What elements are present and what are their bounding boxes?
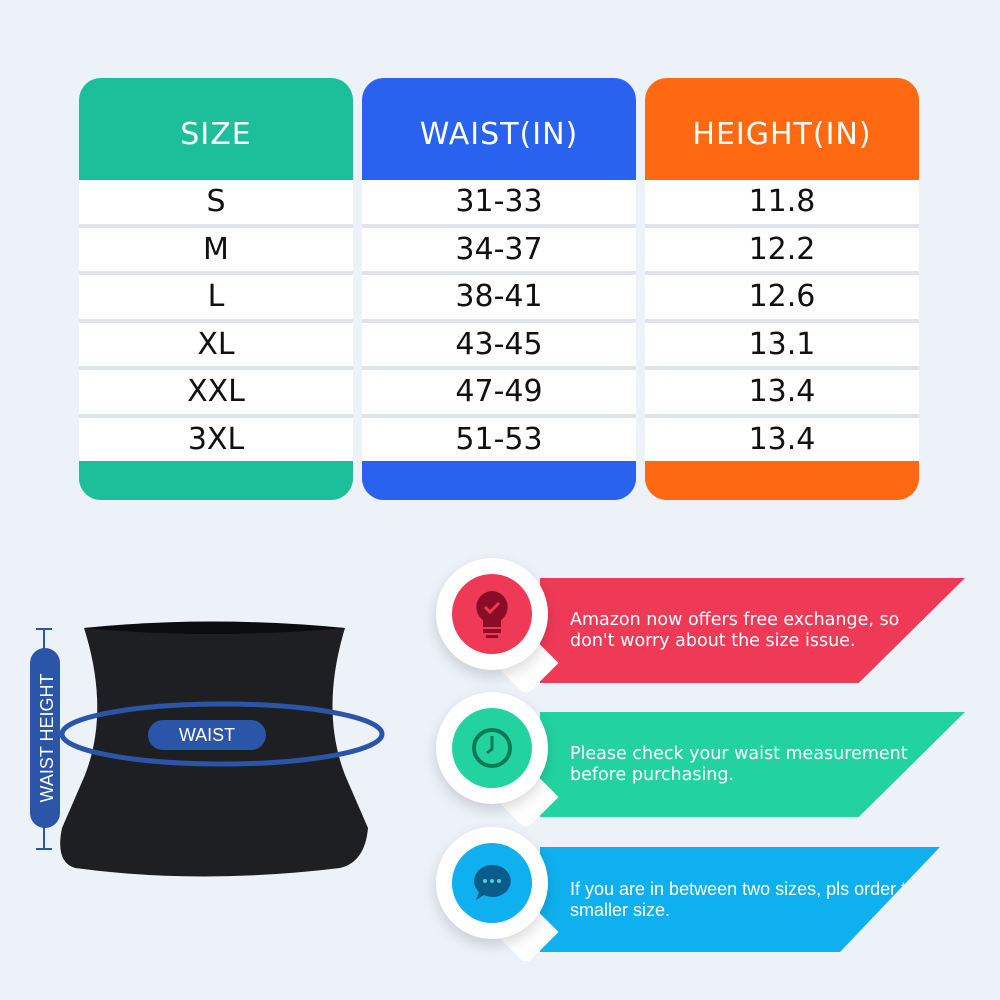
clock-icon: [452, 708, 532, 788]
tip-text: Please check your waist measurement befo…: [570, 743, 908, 785]
table-cell: 11.8: [645, 180, 919, 224]
waist-height-label: WAIST HEIGHT: [37, 673, 57, 802]
table-cell: S: [79, 180, 353, 224]
table-cell: XXL: [79, 370, 353, 414]
table-cell: L: [79, 275, 353, 319]
tip-banner: If you are in between two sizes, pls ord…: [540, 847, 940, 952]
table-cell: 12.2: [645, 227, 919, 271]
table-cell: 13.1: [645, 322, 919, 366]
table-cell: XL: [79, 322, 353, 366]
table-cell: 47-49: [362, 370, 636, 414]
tip-text: If you are in between two sizes, pls ord…: [570, 878, 927, 920]
waist-ring: [59, 701, 385, 767]
lightbulb-check-icon: [452, 574, 532, 654]
table-cell: 3XL: [79, 417, 353, 461]
table-cell: 31-33: [362, 180, 636, 224]
waist-trainer-diagram: WAIST WAIST HEIGHT: [30, 621, 385, 877]
tip-text: Amazon now offers free exchange, so don'…: [570, 609, 900, 651]
tip-icon-badge: [436, 827, 548, 939]
waist-trainer-image: [60, 624, 369, 877]
table-cell: 13.4: [645, 370, 919, 414]
tip-banner: Please check your waist measurement befo…: [540, 712, 965, 817]
column-waist: WAIST(IN) 31-33 34-37 38-41 43-45 47-49 51-53: [362, 78, 636, 500]
table-cell: 38-41: [362, 275, 636, 319]
tip-icon-badge: [436, 692, 548, 804]
header-height: HEIGHT(IN): [692, 116, 872, 152]
header-waist: WAIST(IN): [419, 116, 579, 152]
table-cell: 43-45: [362, 322, 636, 366]
table-cell: 12.6: [645, 275, 919, 319]
tip-icon-badge: [436, 558, 548, 670]
column-size: SIZE S M L XL XXL 3XL: [79, 78, 353, 500]
table-cell: 34-37: [362, 227, 636, 271]
table-cell: M: [79, 227, 353, 271]
waist-label: WAIST: [179, 725, 235, 745]
table-cell: 51-53: [362, 417, 636, 461]
chat-bubble-icon: [452, 843, 532, 923]
table-cell: 13.4: [645, 417, 919, 461]
tip-banner: Amazon now offers free exchange, so don'…: [540, 578, 965, 683]
column-height: HEIGHT(IN) 11.8 12.2 12.6 13.1 13.4 13.4: [645, 78, 919, 500]
header-size: SIZE: [180, 116, 252, 152]
